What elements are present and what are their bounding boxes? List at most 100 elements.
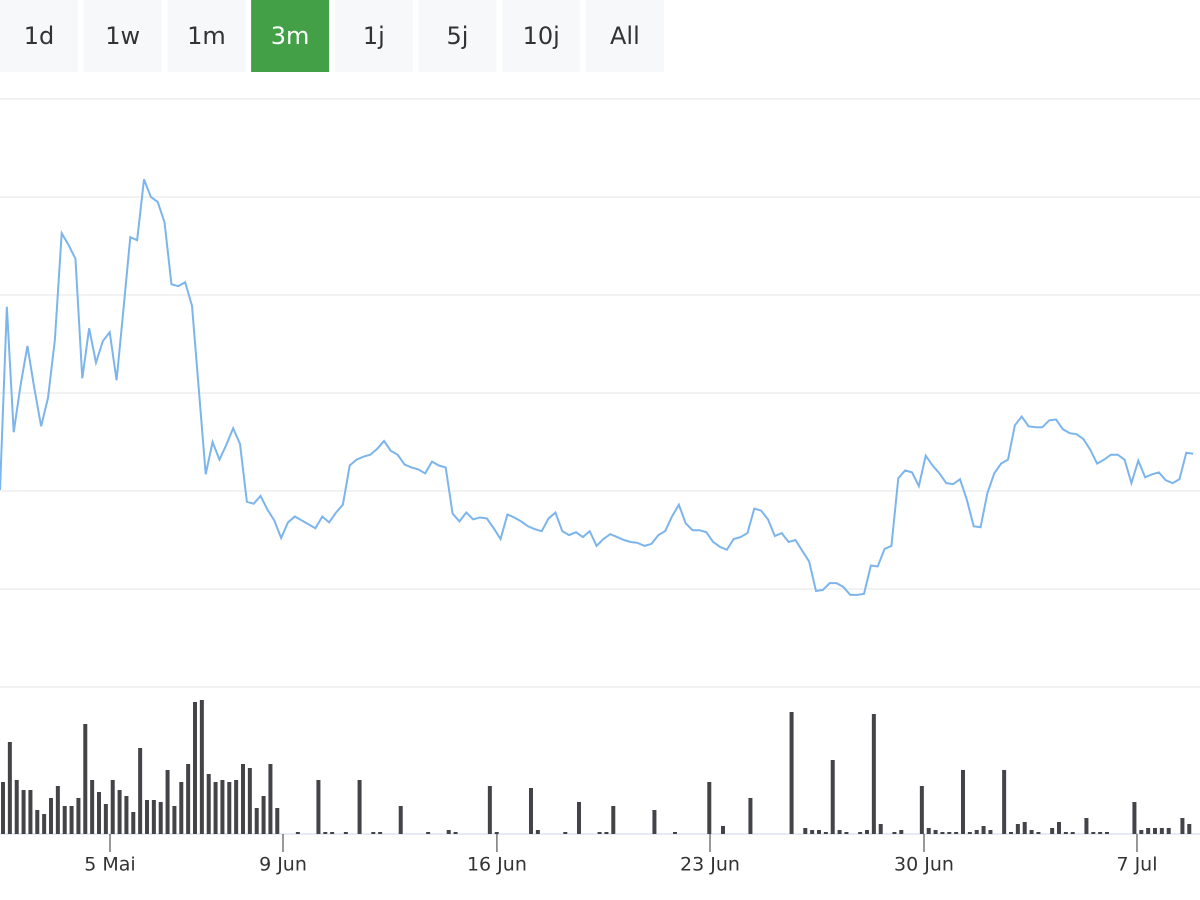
volume-bar xyxy=(343,832,348,834)
volume-bar xyxy=(961,770,965,834)
volume-bar xyxy=(193,702,197,834)
volume-bar xyxy=(837,830,842,834)
x-tick-label: 16 Jun xyxy=(467,854,527,876)
volume-bar xyxy=(35,810,40,834)
volume-bar xyxy=(62,806,67,834)
volume-bar xyxy=(172,806,177,834)
volume-bar xyxy=(14,780,19,834)
volume-bar xyxy=(1063,832,1068,834)
volume-bar xyxy=(823,832,828,834)
volume-bar xyxy=(247,768,252,834)
volume-bar xyxy=(1091,832,1096,834)
volume-bar xyxy=(1153,828,1157,834)
volume-bar xyxy=(220,780,225,834)
volume-bar xyxy=(261,796,266,834)
volume-bar xyxy=(446,830,451,834)
range-button[interactable] xyxy=(0,0,78,72)
volume-bar xyxy=(378,832,383,834)
range-button-label[interactable]: 1d xyxy=(24,22,55,50)
volume-bar xyxy=(241,764,245,834)
range-button[interactable] xyxy=(334,0,413,72)
volume-bar xyxy=(371,832,376,834)
range-button[interactable] xyxy=(251,0,330,72)
volume-bar xyxy=(748,798,753,834)
volume-bar xyxy=(844,832,849,834)
x-tick-label: 7 Jul xyxy=(1116,854,1157,876)
volume-bar xyxy=(1057,822,1061,834)
x-tick-label: 30 Jun xyxy=(894,854,954,876)
volume-bar xyxy=(563,832,568,834)
volume-bar xyxy=(878,824,883,834)
volume-bar xyxy=(28,790,33,834)
range-button-label[interactable]: 1j xyxy=(363,22,385,50)
volume-bar xyxy=(1022,822,1027,834)
volume-bar xyxy=(487,786,492,834)
volume-bar xyxy=(316,780,321,834)
volume-bar xyxy=(145,800,149,834)
range-button-label[interactable]: 10j xyxy=(523,22,560,50)
volume-bar xyxy=(1139,830,1144,834)
range-button-label[interactable]: 1m xyxy=(187,22,226,50)
volume-bar xyxy=(330,832,335,834)
volume-bar xyxy=(1050,828,1055,834)
volume-bar xyxy=(1166,828,1171,834)
volume-bar xyxy=(1159,828,1164,834)
volume-bar xyxy=(803,828,808,834)
volume-bar xyxy=(597,832,602,834)
volume-bar xyxy=(933,830,938,834)
volume-bar xyxy=(138,748,143,834)
volume-bar xyxy=(954,832,959,834)
volume-bar xyxy=(947,832,952,834)
volume-bar xyxy=(1070,832,1075,834)
volume-bar xyxy=(1036,832,1041,834)
volume-bar xyxy=(817,830,821,834)
volume-bar xyxy=(673,832,677,834)
range-button-label[interactable]: 5j xyxy=(447,22,469,50)
volume-bar xyxy=(830,760,835,834)
volume-bar xyxy=(1105,832,1109,834)
x-tick-label: 9 Jun xyxy=(259,854,307,876)
range-button[interactable] xyxy=(418,0,497,72)
volume-bar xyxy=(535,830,540,834)
volume-bar xyxy=(967,832,972,834)
volume-bar xyxy=(721,826,725,834)
volume-bar xyxy=(275,808,280,834)
range-button-label[interactable]: 3m xyxy=(271,22,310,50)
volume-bar xyxy=(254,808,259,834)
volume-bar xyxy=(199,700,204,834)
volume-bar xyxy=(871,714,876,834)
range-button[interactable] xyxy=(167,0,246,72)
range-button[interactable] xyxy=(83,0,162,72)
volume-bar xyxy=(1029,830,1034,834)
volume-bar xyxy=(234,780,239,834)
volume-bar xyxy=(529,788,533,834)
volume-bar xyxy=(1009,832,1013,834)
range-button-label[interactable]: 1w xyxy=(105,22,140,50)
volume-bar xyxy=(76,798,81,834)
volume-bar xyxy=(21,790,26,834)
volume-bar xyxy=(227,782,232,834)
volume-bar xyxy=(49,798,53,834)
volume-bar xyxy=(97,792,101,834)
volume-bar xyxy=(165,770,170,834)
volume-bar xyxy=(158,802,163,834)
volume-bar xyxy=(1,782,5,834)
volume-bar xyxy=(707,782,712,834)
range-button-label[interactable]: All xyxy=(610,22,640,50)
volume-bar xyxy=(865,830,869,834)
volume-bar xyxy=(206,774,211,834)
range-button[interactable] xyxy=(502,0,581,72)
volume-bar xyxy=(1187,824,1192,834)
volume-bar xyxy=(426,832,431,834)
volume-bar xyxy=(919,786,924,834)
volume-bar xyxy=(577,802,581,834)
range-button[interactable] xyxy=(585,0,664,72)
volume-bar xyxy=(295,832,300,834)
volume-bar xyxy=(117,790,122,834)
volume-bar xyxy=(604,832,609,834)
volume-bar xyxy=(268,764,273,834)
volume-bar xyxy=(69,806,74,834)
volume-bar xyxy=(652,810,657,834)
volume-bar xyxy=(1146,828,1151,834)
